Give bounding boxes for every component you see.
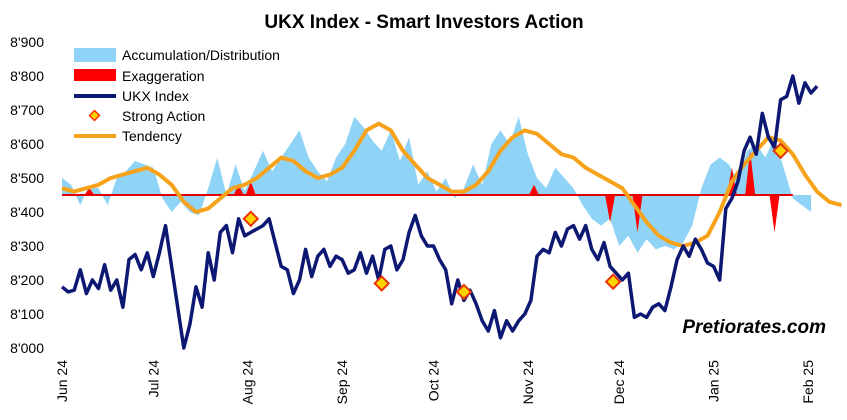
- watermark: Pretiorates.com: [682, 317, 826, 338]
- exaggeration-spike: [84, 188, 95, 195]
- y-tick-label: 8'300: [10, 238, 44, 254]
- x-tick-label: Dec 24: [611, 360, 627, 405]
- exaggeration-spike: [245, 181, 256, 195]
- y-axis-labels: 8'000 8'100 8'200 8'300 8'400 8'500 8'600 8'700…: [10, 34, 44, 356]
- x-tick-label: Sep 24: [334, 360, 350, 405]
- accumulation-distribution-area: [62, 116, 812, 253]
- legend-swatch-exaggeration: [74, 69, 116, 81]
- y-tick-label: 8'200: [10, 272, 44, 288]
- chart-title: UKX Index - Smart Investors Action: [264, 12, 583, 33]
- legend-label-exaggeration: Exaggeration: [122, 68, 205, 84]
- tendency-line: [61, 121, 843, 248]
- exaggeration-spike: [233, 184, 244, 195]
- exaggeration-spike: [605, 195, 616, 223]
- x-tick-label: Jun 24: [54, 360, 70, 402]
- x-tick-label: Jul 24: [145, 360, 161, 398]
- legend-swatch-strong-action: [88, 109, 101, 122]
- y-tick-label: 8'500: [10, 170, 44, 186]
- y-tick-label: 8'800: [10, 68, 44, 84]
- y-tick-label: 8'000: [10, 340, 44, 356]
- legend-label-accumulation: Accumulation/Distribution: [122, 47, 280, 63]
- y-tick-label: 8'600: [10, 136, 44, 152]
- strong-action-marker: [455, 283, 473, 301]
- x-tick-label: Aug 24: [240, 360, 256, 405]
- y-tick-label: 8'400: [10, 204, 44, 220]
- strong-action-markers: [242, 142, 790, 301]
- legend-label-strong-action: Strong Action: [122, 108, 205, 124]
- ukx-index-line: [60, 74, 819, 350]
- legend-swatch-accumulation: [74, 48, 116, 62]
- x-axis-labels: Jun 24 Jul 24 Aug 24 Sep 24 Oct 24 Nov 24 Dec …: [54, 360, 816, 405]
- exaggeration-spike: [769, 195, 780, 233]
- plot-area: [60, 74, 843, 350]
- y-tick-label: 8'900: [10, 34, 44, 50]
- exaggeration-spike: [528, 184, 539, 195]
- x-tick-label: Oct 24: [425, 360, 441, 401]
- strong-action-marker: [242, 210, 260, 228]
- legend: Accumulation/Distribution Exaggeration U…: [74, 47, 280, 144]
- y-tick-label: 8'700: [10, 102, 44, 118]
- exaggeration-spike: [745, 150, 756, 195]
- x-tick-label: Jan 25: [706, 360, 722, 402]
- strong-action-marker: [604, 273, 622, 291]
- y-tick-label: 8'100: [10, 306, 44, 322]
- legend-label-tendency: Tendency: [122, 128, 182, 144]
- x-tick-label: Feb 25: [800, 360, 816, 404]
- legend-label-ukx: UKX Index: [122, 88, 189, 104]
- strong-action-marker: [772, 142, 790, 160]
- strong-action-marker: [373, 274, 391, 292]
- x-tick-label: Nov 24: [520, 360, 536, 405]
